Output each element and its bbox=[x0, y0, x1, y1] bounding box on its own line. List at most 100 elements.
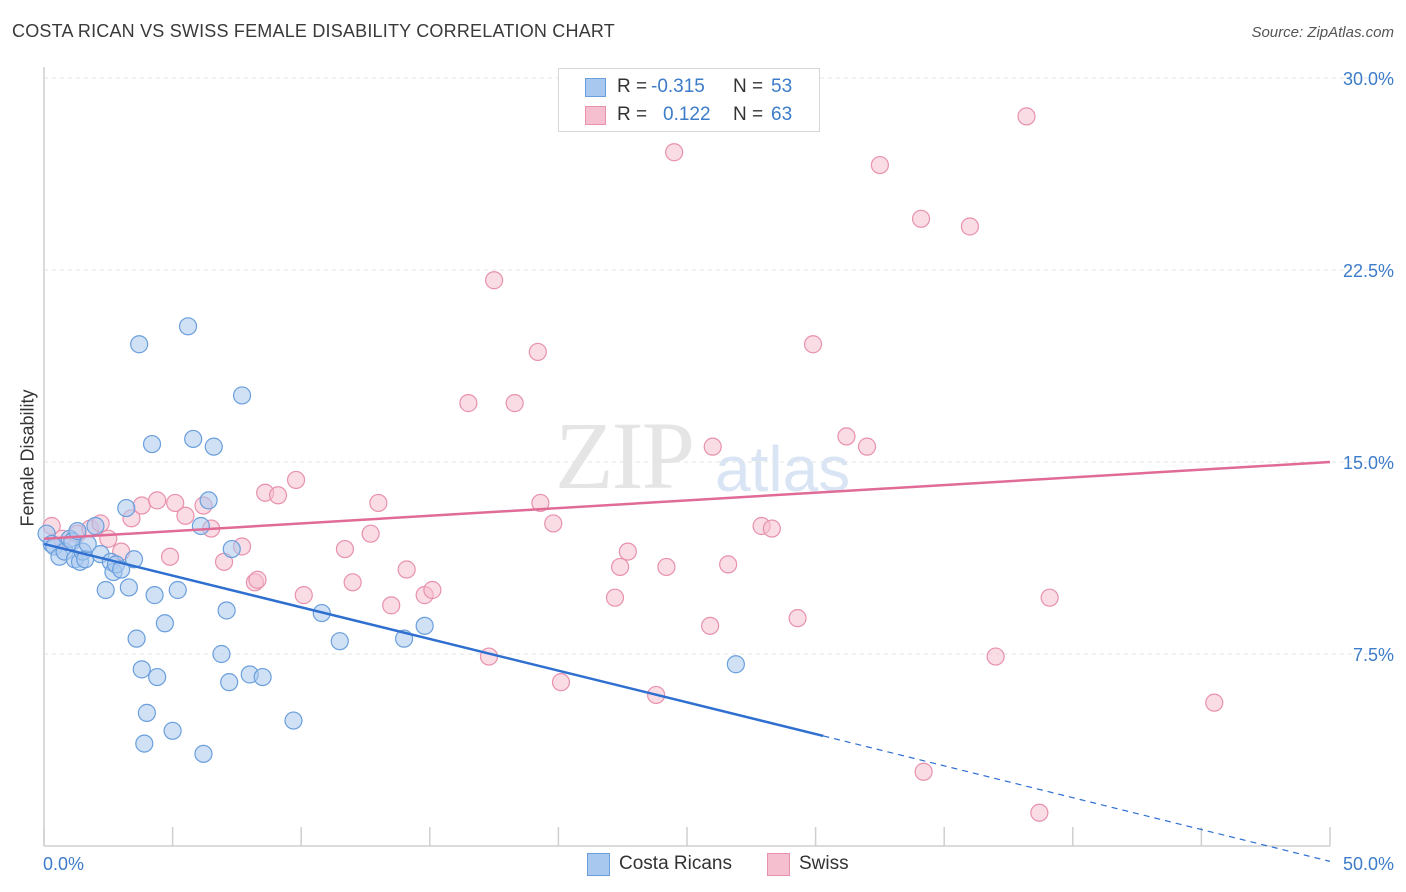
swiss-point bbox=[286, 470, 306, 490]
swiss-point bbox=[657, 557, 676, 577]
swiss-point bbox=[505, 394, 524, 413]
x-tick-label-max: 50.0% bbox=[1343, 854, 1394, 874]
costa-swatch bbox=[585, 78, 606, 97]
costa-point bbox=[148, 667, 167, 687]
costa-n-label: N = bbox=[733, 76, 764, 97]
costa-point bbox=[191, 516, 210, 536]
stats-row-costa: R = -0.315 N = 53 bbox=[559, 73, 819, 101]
swiss-point bbox=[369, 493, 388, 513]
costa-point bbox=[119, 578, 138, 597]
y-tick-label: 30.0% bbox=[1343, 69, 1394, 89]
swiss-point bbox=[544, 514, 563, 533]
swiss-point bbox=[914, 762, 933, 781]
y-tick-label: 7.5% bbox=[1353, 645, 1394, 665]
costa-point bbox=[184, 429, 203, 449]
costa-point bbox=[204, 437, 223, 456]
swiss-point bbox=[361, 524, 380, 543]
legend-swiss-label: Swiss bbox=[799, 853, 849, 874]
swiss-point bbox=[268, 486, 288, 505]
costa-point bbox=[142, 434, 162, 454]
costa-point bbox=[217, 601, 236, 620]
costa-point bbox=[155, 614, 174, 633]
swiss-point bbox=[166, 493, 185, 513]
swiss-point bbox=[1205, 693, 1224, 712]
swiss-point bbox=[335, 539, 355, 559]
swiss-point bbox=[551, 673, 571, 692]
swiss-point bbox=[788, 609, 807, 628]
costa-point bbox=[163, 721, 182, 740]
swiss-point bbox=[911, 209, 931, 228]
costa-point bbox=[220, 673, 239, 692]
costa-point bbox=[127, 629, 146, 648]
costa-point bbox=[199, 491, 218, 510]
swiss-point bbox=[528, 342, 547, 362]
swiss-point bbox=[479, 647, 499, 666]
y-tick-label: 22.5% bbox=[1343, 261, 1394, 281]
swiss-point bbox=[701, 616, 720, 635]
costa-r-label: R = bbox=[617, 76, 648, 97]
costa-point bbox=[124, 550, 144, 569]
swiss-point bbox=[294, 586, 313, 605]
costa-point bbox=[86, 516, 105, 536]
swiss-point bbox=[1017, 107, 1036, 126]
swiss-point bbox=[248, 570, 267, 589]
swiss-point bbox=[382, 596, 401, 615]
swiss-point bbox=[605, 588, 625, 607]
costa-point bbox=[168, 580, 187, 600]
swiss-point bbox=[837, 427, 856, 446]
swiss-point bbox=[99, 529, 118, 548]
source-label: Source: ZipAtlas.com bbox=[1251, 24, 1394, 41]
swiss-n-value: 63 bbox=[771, 104, 793, 125]
swiss-r-label: R = bbox=[617, 104, 648, 125]
swiss-point bbox=[160, 547, 180, 566]
costa-n-value: 53 bbox=[771, 76, 793, 97]
swiss-point bbox=[397, 560, 416, 579]
swiss-point bbox=[423, 580, 442, 600]
legend-swiss-swatch bbox=[767, 853, 790, 876]
costa-point bbox=[178, 317, 198, 336]
costa-point bbox=[212, 644, 231, 664]
costa-point bbox=[117, 498, 136, 518]
stats-row-swiss: R = 0.122 N = 63 bbox=[559, 101, 819, 129]
swiss-point bbox=[870, 155, 890, 175]
costa-point bbox=[415, 616, 434, 635]
swiss-r-value: 0.122 bbox=[663, 104, 711, 125]
y-tick-label: 15.0% bbox=[1343, 453, 1394, 473]
x-tick-label-min: 0.0% bbox=[43, 854, 84, 874]
swiss-point bbox=[986, 647, 1005, 666]
swiss-point bbox=[531, 493, 550, 513]
swiss-point bbox=[485, 271, 504, 290]
costa-trendline-extension bbox=[823, 735, 1331, 862]
costa-point bbox=[130, 335, 149, 354]
costa-point bbox=[194, 744, 213, 763]
costa-point bbox=[96, 580, 115, 600]
swiss-point bbox=[762, 519, 781, 538]
costa-point bbox=[222, 539, 241, 559]
legend-costa-swatch bbox=[587, 853, 610, 876]
costa-point bbox=[330, 632, 349, 651]
costa-point bbox=[253, 667, 272, 687]
swiss-point bbox=[665, 143, 684, 162]
swiss-point bbox=[176, 506, 195, 525]
costa-point bbox=[232, 386, 252, 405]
swiss-swatch bbox=[585, 106, 606, 125]
swiss-point bbox=[1040, 588, 1059, 607]
stats-legend-box: R = -0.315 N = 53 R = 0.122 N = 63 bbox=[558, 68, 820, 132]
swiss-point bbox=[719, 555, 738, 574]
costa-r-value: -0.315 bbox=[651, 76, 705, 97]
swiss-n-label: N = bbox=[733, 104, 764, 125]
swiss-point bbox=[343, 573, 362, 592]
swiss-point bbox=[703, 437, 722, 456]
costa-point bbox=[145, 586, 164, 605]
swiss-point bbox=[148, 491, 167, 510]
costa-point bbox=[137, 703, 156, 722]
costa-point bbox=[132, 660, 151, 679]
swiss-point bbox=[1030, 803, 1049, 822]
swiss-point bbox=[611, 557, 630, 577]
costa-point bbox=[112, 560, 131, 579]
costa-point bbox=[726, 655, 745, 674]
costa-point bbox=[135, 734, 154, 753]
legend-costa-label: Costa Ricans bbox=[619, 853, 732, 874]
swiss-point bbox=[132, 496, 151, 515]
